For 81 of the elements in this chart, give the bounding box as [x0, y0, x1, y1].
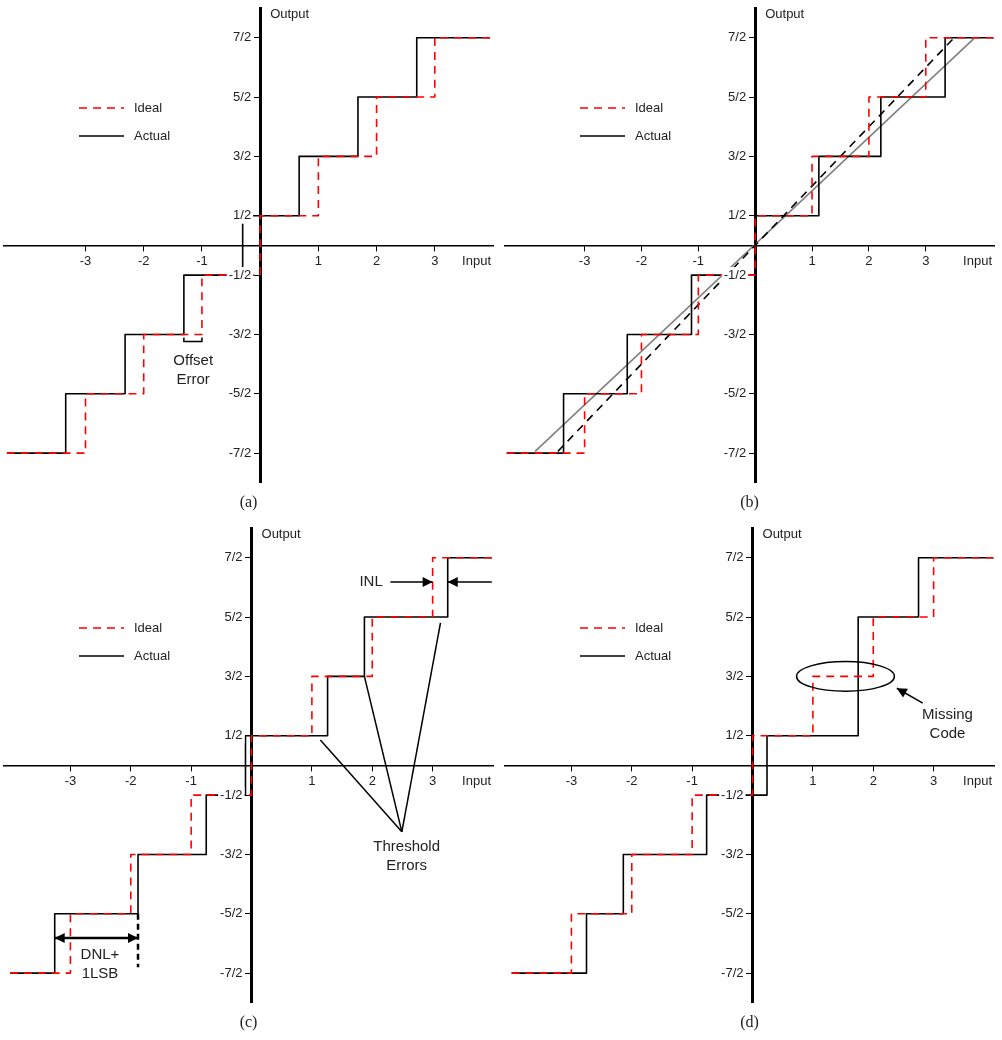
x-tick-label: 2	[368, 772, 376, 788]
legend-label: Ideal	[635, 99, 664, 115]
x-axis-title: Input	[462, 253, 492, 269]
x-tick-label: -2	[137, 252, 150, 268]
x-tick-label: 3	[930, 772, 938, 788]
y-tick-label: -1/2	[723, 266, 747, 282]
x-tick-label: -1	[686, 772, 698, 788]
legend-label: Actual	[134, 647, 171, 663]
y-tick-label: -3/2	[220, 846, 243, 861]
x-tick-label: -3	[578, 252, 591, 268]
legend-label: Ideal	[635, 619, 664, 635]
x-tick-label: -1	[196, 252, 208, 268]
text: (a)	[239, 492, 258, 511]
x-tick-label: 3	[431, 252, 439, 268]
x-tick-label: -1	[692, 252, 705, 268]
y-tick-label: 5/2	[728, 88, 747, 104]
y-axis-title: Output	[261, 526, 301, 542]
legend-label: Ideal	[134, 619, 163, 635]
y-tick-label: 1/2	[224, 727, 243, 743]
x-axis-title: Input	[462, 773, 492, 789]
x-tick-label: -3	[565, 772, 578, 788]
y-axis-title: Output	[762, 526, 802, 542]
x-tick-label: 1	[308, 772, 316, 788]
y-tick-label: 3/2	[725, 667, 744, 683]
y-tick-label: -7/2	[721, 964, 744, 980]
y-tick-label: -5/2	[721, 905, 744, 921]
annotation: Missing Code	[922, 705, 973, 742]
legend-label: Ideal	[134, 99, 163, 115]
y-tick-label: 7/2	[725, 549, 744, 565]
y-tick-label: -5/2	[228, 385, 252, 401]
x-tick-label: -3	[79, 252, 92, 268]
y-tick-label: -3/2	[228, 326, 252, 341]
legend-label: Actual	[635, 647, 672, 663]
x-axis-title: Input	[963, 253, 993, 269]
x-tick-label: -3	[64, 772, 77, 788]
x-tick-label: 2	[869, 772, 877, 788]
annotation: INL	[359, 572, 383, 590]
y-tick-label: 1/2	[233, 207, 252, 223]
y-tick-label: 3/2	[728, 147, 747, 163]
annotation: Threshold Errors	[373, 836, 441, 873]
y-tick-label: 3/2	[224, 667, 243, 683]
y-tick-label: 7/2	[233, 29, 252, 45]
x-tick-label: 3	[922, 252, 930, 268]
text: (c)	[239, 1012, 258, 1031]
annotation: Offset Error	[173, 350, 214, 387]
y-tick-label: -3/2	[723, 326, 747, 341]
y-tick-label: 5/2	[725, 608, 744, 624]
y-axis-title: Output	[270, 6, 310, 22]
x-tick-label: -2	[635, 252, 648, 268]
y-tick-label: -1/2	[220, 786, 243, 802]
y-tick-label: 5/2	[224, 608, 243, 624]
x-tick-label: 1	[314, 252, 322, 268]
legend-label: Actual	[134, 127, 171, 143]
text: (b)	[740, 492, 759, 511]
y-tick-label: -5/2	[220, 905, 243, 921]
text: (d)	[740, 1012, 759, 1031]
x-tick-label: 3	[429, 772, 437, 788]
y-tick-label: -7/2	[723, 444, 747, 460]
y-tick-label: -1/2	[228, 266, 252, 282]
x-tick-label: 1	[809, 772, 817, 788]
x-tick-label: 1	[808, 252, 816, 268]
annotation: DNL+ 1LSB	[80, 945, 120, 982]
y-tick-label: 7/2	[224, 549, 243, 565]
x-tick-label: -2	[626, 772, 638, 788]
y-tick-label: 7/2	[728, 29, 747, 45]
x-tick-label: -2	[125, 772, 137, 788]
x-tick-label: 2	[865, 252, 873, 268]
y-tick-label: 5/2	[233, 88, 252, 104]
y-tick-label: 1/2	[725, 727, 744, 743]
y-tick-label: 3/2	[233, 147, 252, 163]
y-tick-label: -1/2	[721, 786, 744, 802]
y-tick-label: 1/2	[728, 207, 747, 223]
y-axis-title: Output	[765, 6, 805, 22]
y-tick-label: -7/2	[220, 964, 243, 980]
x-tick-label: -1	[185, 772, 197, 788]
y-tick-label: -5/2	[723, 385, 747, 401]
x-tick-label: 2	[372, 252, 381, 268]
x-axis-title: Input	[963, 773, 993, 789]
y-tick-label: -3/2	[721, 846, 744, 861]
y-tick-label: -7/2	[228, 444, 252, 460]
legend-label: Actual	[635, 127, 672, 143]
